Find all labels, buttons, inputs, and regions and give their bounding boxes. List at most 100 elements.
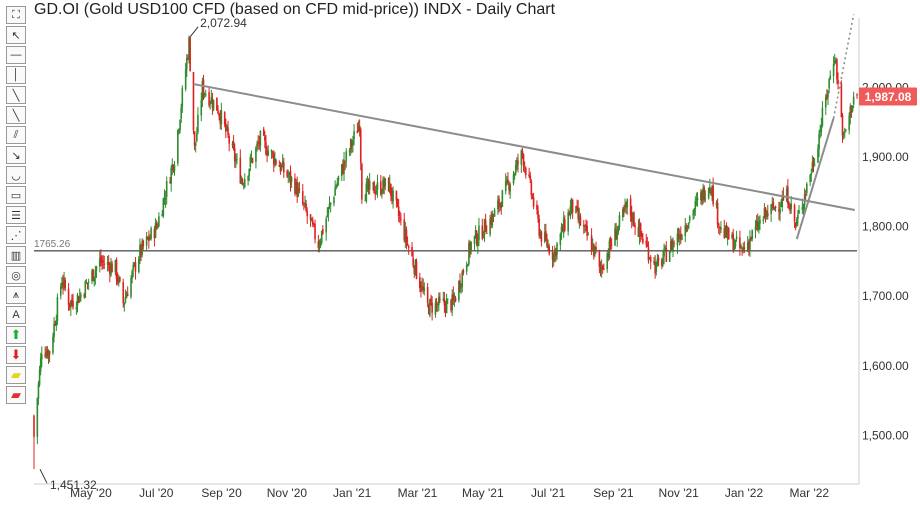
vertical-line-tool[interactable]: │ — [6, 66, 26, 84]
candle-body — [833, 60, 836, 64]
arc-tool[interactable]: ◡ — [6, 166, 26, 184]
candle-body — [117, 277, 120, 284]
highlighter-tool[interactable]: ▰ — [6, 366, 26, 384]
candle-body — [582, 225, 585, 227]
candle-body — [180, 107, 183, 119]
candle-body — [48, 351, 51, 355]
candle-body — [601, 265, 604, 269]
descending-resistance-trendline[interactable] — [193, 83, 855, 211]
candle-body — [139, 245, 141, 259]
candle-body — [637, 227, 640, 238]
candle-body — [289, 170, 292, 184]
candle-body — [150, 228, 152, 239]
candle-body — [824, 97, 827, 108]
candle-body — [734, 239, 737, 247]
candle-body — [656, 258, 659, 265]
fibonacci-retracement-tool[interactable]: ☰ — [6, 206, 26, 224]
candle-body — [590, 235, 593, 252]
candle-body — [532, 197, 535, 207]
candle-body — [782, 195, 785, 201]
candle-body — [702, 187, 704, 201]
horizontal-line-tool[interactable]: — — [6, 46, 26, 64]
candle-body — [856, 94, 858, 96]
fibonacci-fan-tool[interactable]: ⋰ — [6, 226, 26, 244]
candle-body — [340, 164, 343, 176]
candle-body — [790, 203, 793, 210]
candle-body — [615, 229, 617, 240]
candle-body — [233, 148, 236, 162]
text-a-icon: A — [12, 309, 20, 321]
candle-body — [431, 302, 433, 313]
text-tool[interactable]: A — [6, 306, 26, 324]
candle-body — [154, 222, 157, 238]
buy-arrow-tool[interactable]: ⬆ — [6, 326, 26, 344]
candle-body — [382, 179, 384, 194]
candle-body — [514, 165, 517, 174]
arrow-line-tool[interactable]: ↘ — [6, 146, 26, 164]
rectangle-tool[interactable]: ▭ — [6, 186, 26, 204]
candle-body — [520, 150, 523, 165]
fullscreen-tool[interactable]: ⛶ — [6, 6, 26, 24]
eraser-tool[interactable]: ▰ — [6, 386, 26, 404]
candle-body — [400, 218, 402, 220]
candle-body — [686, 229, 689, 231]
candle-body — [297, 188, 300, 197]
candle-body — [703, 187, 706, 201]
andrews-pitchfork-tool[interactable]: ⩚ — [6, 286, 26, 304]
candle-body — [200, 100, 203, 116]
candle-body — [704, 198, 707, 200]
candle-body — [267, 150, 269, 156]
candle-body — [787, 186, 789, 204]
sell-arrow-tool[interactable]: ⬇ — [6, 346, 26, 364]
gann-grid-tool[interactable]: ▥ — [6, 246, 26, 264]
parallel-channel-icon: ⫽ — [13, 128, 19, 141]
candle-body — [481, 225, 484, 239]
candle-body — [506, 179, 508, 184]
candle-body — [442, 299, 445, 301]
arrow-line-icon: ↘ — [11, 149, 21, 162]
candle-body — [681, 234, 683, 240]
candle-body — [303, 203, 305, 205]
ray-tool[interactable]: ╲ — [6, 106, 26, 124]
y-tick-label: 1,900.00 — [862, 150, 909, 164]
candle-body — [645, 240, 648, 245]
candle-body — [707, 188, 710, 199]
candle-body — [356, 130, 359, 134]
candle-body — [140, 244, 142, 256]
candle-body — [553, 249, 556, 256]
rising-support-trendline[interactable] — [795, 117, 835, 240]
candle-body — [640, 233, 643, 237]
candle-body — [178, 129, 180, 132]
candle-body — [443, 298, 446, 306]
candle-body — [837, 79, 839, 84]
candle-body — [391, 194, 393, 200]
candle-body — [375, 190, 378, 193]
candle-body — [845, 129, 847, 131]
candle-body — [211, 99, 214, 108]
candle-body — [288, 172, 291, 176]
candle-body — [109, 265, 111, 275]
candle-body — [664, 246, 666, 248]
candle-body — [633, 213, 635, 227]
candle-body — [522, 154, 525, 167]
candle-body — [685, 227, 688, 229]
candle-body — [564, 219, 566, 231]
pointer-tool[interactable]: ↖ — [6, 26, 26, 44]
candle-body — [301, 191, 304, 204]
candle-body — [785, 188, 788, 202]
vertical-line-icon: │ — [12, 69, 20, 81]
candle-body — [622, 209, 624, 218]
candle-body — [336, 182, 339, 186]
candle-body — [194, 142, 197, 146]
candle-body — [501, 190, 504, 207]
parallel-channel-tool[interactable]: ⫽ — [6, 126, 26, 144]
cycle-tool[interactable]: ◎ — [6, 266, 26, 284]
candle-body — [570, 198, 573, 209]
candle-body — [758, 222, 760, 230]
candle-body — [170, 167, 172, 184]
candle-body — [634, 225, 636, 228]
trend-line-tool[interactable]: ╲ — [6, 86, 26, 104]
candle-body — [763, 208, 766, 219]
candle-body — [436, 305, 439, 307]
